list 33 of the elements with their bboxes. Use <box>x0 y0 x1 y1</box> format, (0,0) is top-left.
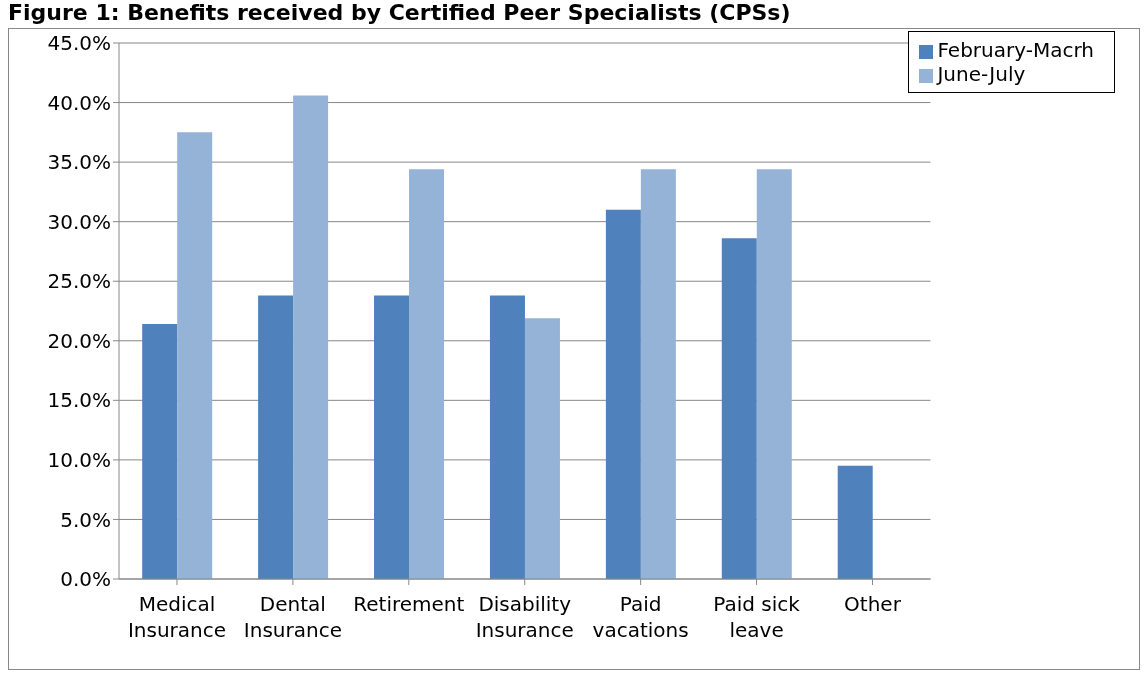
chart-title: Figure 1: Benefits received by Certified Peer Specialists (CPSs) <box>8 0 792 27</box>
x-tick-label: Dental Insurance <box>243 592 342 642</box>
bar <box>293 95 329 579</box>
bar <box>640 169 676 579</box>
x-tick-label: Retirement <box>353 592 465 616</box>
bar <box>177 132 213 579</box>
bar <box>837 465 873 579</box>
bar <box>142 324 178 579</box>
bar <box>721 238 757 579</box>
bar <box>524 318 560 579</box>
bar <box>409 169 445 579</box>
y-tick-label: 10.0% <box>47 447 111 472</box>
y-tick-label: 5.0% <box>60 507 111 532</box>
bar <box>489 295 525 579</box>
bar <box>605 209 641 579</box>
bar <box>756 169 792 579</box>
x-tick-label: Medical Insurance <box>127 592 227 642</box>
legend-label: February-Macrh <box>937 38 1094 62</box>
x-tick-label: Paid sick leave <box>713 592 801 642</box>
x-tick-label: Paid vacations <box>592 592 689 642</box>
legend-label: June-July <box>937 62 1026 86</box>
y-tick-label: 15.0% <box>47 388 111 413</box>
x-tick-label: Other <box>844 592 902 616</box>
y-tick-label: 20.0% <box>47 328 111 353</box>
bar <box>258 295 294 579</box>
y-tick-label: 0.0% <box>60 567 111 592</box>
bar <box>374 295 410 579</box>
x-tick-label: Disability Insurance <box>475 592 574 642</box>
y-tick-label: 30.0% <box>47 209 111 234</box>
y-tick-label: 45.0% <box>47 31 111 56</box>
y-tick-label: 40.0% <box>47 90 111 115</box>
y-tick-label: 25.0% <box>47 269 111 294</box>
y-tick-label: 35.0% <box>47 150 111 175</box>
